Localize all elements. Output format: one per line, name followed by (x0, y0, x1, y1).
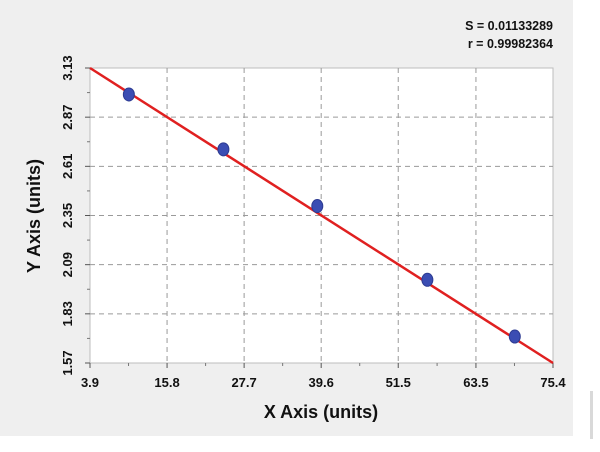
y-axis-title: Y Axis (units) (24, 159, 44, 273)
data-point (311, 199, 324, 214)
x-tick-labels: 3.9 15.8 27.7 39.6 51.5 63.5 75.4 (81, 375, 566, 390)
data-point (122, 87, 135, 102)
ticks (85, 67, 554, 368)
x-tick-label: 15.8 (154, 375, 179, 390)
y-tick-labels: 1.57 1.83 2.09 2.35 2.61 2.87 3.13 (60, 55, 75, 375)
x-tick-label: 27.7 (231, 375, 256, 390)
data-points (122, 87, 521, 344)
x-tick-label: 51.5 (386, 375, 411, 390)
x-axis-title: X Axis (units) (264, 402, 378, 422)
right-margin (573, 0, 600, 452)
y-tick-label: 2.09 (60, 252, 75, 277)
fit-line (89, 66, 554, 365)
y-tick-label: 3.13 (60, 55, 75, 80)
y-tick-label: 1.83 (60, 301, 75, 326)
x-tick-label: 39.6 (309, 375, 334, 390)
y-tick-label: 1.57 (60, 350, 75, 375)
stat-r: r = 0.99982364 (468, 37, 553, 51)
x-tick-label: 63.5 (463, 375, 488, 390)
y-tick-label: 2.87 (60, 105, 75, 130)
y-tick-label: 2.61 (60, 154, 75, 179)
x-tick-label: 3.9 (81, 375, 99, 390)
data-point (421, 272, 434, 287)
data-point (217, 142, 230, 157)
edge-mark (590, 391, 593, 439)
stat-s: S = 0.01133289 (465, 19, 553, 33)
y-tick-label: 2.35 (60, 203, 75, 228)
x-tick-label: 75.4 (540, 375, 566, 390)
data-point (508, 329, 521, 344)
fit-line-group (89, 66, 554, 365)
